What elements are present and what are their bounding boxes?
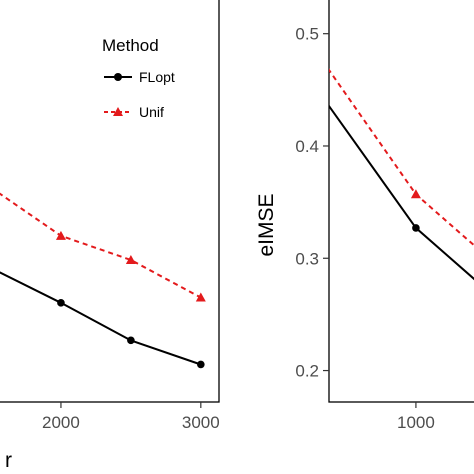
right-y-tick-label: 0.4: [295, 137, 319, 156]
left-unif-point: [125, 254, 136, 264]
legend-unif-marker: [113, 107, 123, 116]
right-y-tick-label: 0.5: [295, 25, 319, 44]
right-series-layer: [287, 12, 474, 281]
left-x-tick-label: 2000: [42, 413, 80, 432]
right-panel-border: [328, 0, 474, 403]
left-unif-line: [0, 192, 202, 299]
right-x-tick-label: 1000: [397, 413, 435, 432]
left-flopt-point: [197, 360, 205, 369]
legend-flopt-marker: [114, 73, 122, 81]
right-unif-point: [410, 189, 421, 199]
legend-flopt-label: FLopt: [139, 69, 175, 85]
left-flopt-point: [127, 336, 135, 345]
right-unif-point: [287, 12, 297, 21]
left-series-layer: [0, 192, 206, 369]
legend-entry-unif: Unif: [104, 104, 164, 120]
right-y-tick-label: 0.2: [295, 362, 319, 381]
left-flopt-point: [57, 299, 65, 307]
right-flopt-point: [288, 50, 296, 58]
right-y-axis-title: eIMSE: [255, 193, 278, 256]
left-x-tick-label: 3000: [182, 413, 220, 432]
right-flopt-point: [412, 224, 420, 232]
right-ticks: 1000 0.2 0.3 0.4 0.5: [295, 25, 434, 432]
legend-title: Method: [102, 36, 159, 55]
left-panel-border: [0, 0, 220, 403]
right-unif-line: [329, 68, 474, 247]
left-unif-point: [195, 292, 206, 302]
legend: Method FLopt Unif: [102, 36, 175, 120]
left-panel: 2000 3000 r: [0, 0, 220, 472]
left-flopt-line: [0, 271, 202, 366]
left-x-axis-title: r: [5, 449, 12, 472]
right-panel: 1000 0.2 0.3 0.4 0.5 eIMSE: [255, 0, 474, 432]
left-x-ticks: 2000 3000: [42, 402, 220, 432]
right-flopt-line: [329, 104, 474, 281]
legend-entry-flopt: FLopt: [104, 69, 175, 85]
left-unif-point: [55, 230, 66, 240]
right-y-tick-label: 0.3: [295, 249, 319, 268]
legend-unif-label: Unif: [139, 104, 164, 120]
